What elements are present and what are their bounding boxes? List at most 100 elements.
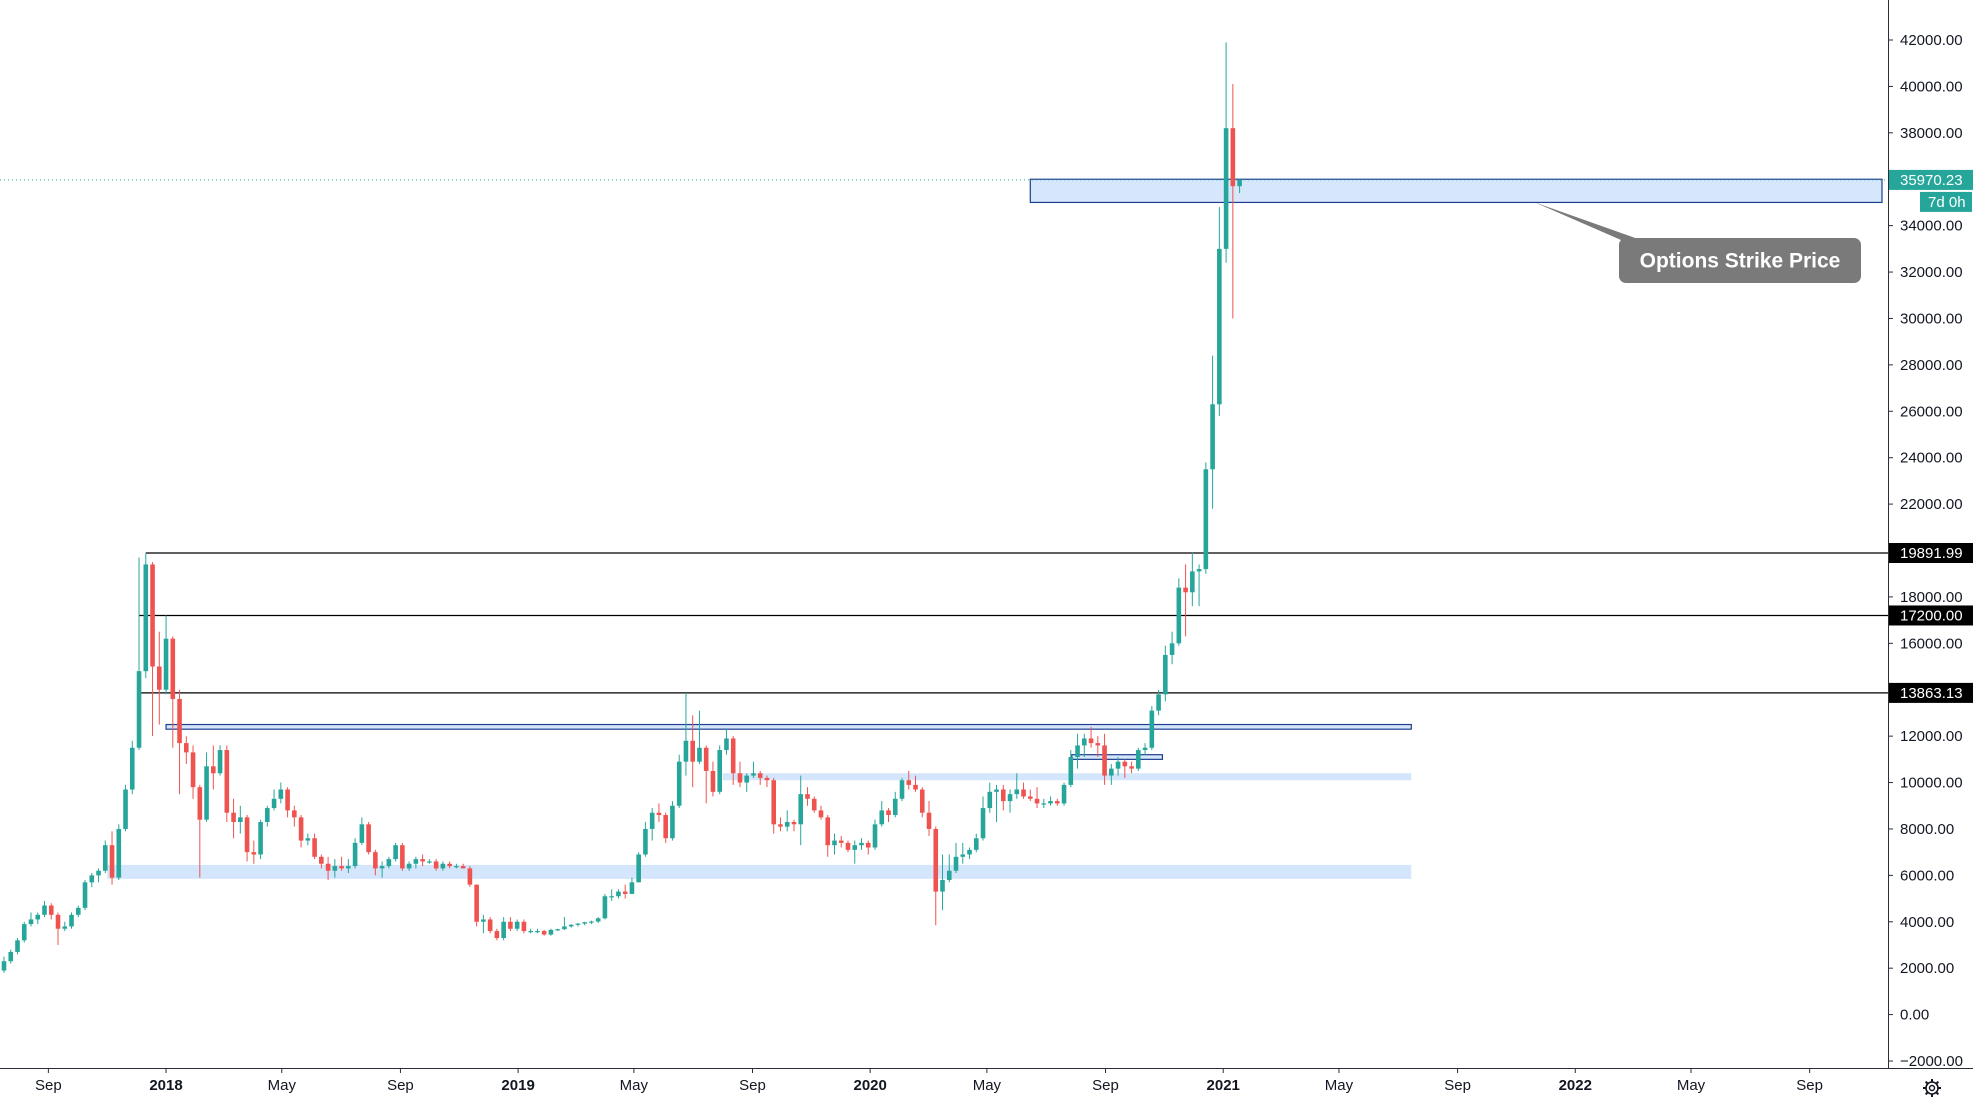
candle-up[interactable] [892,791,898,818]
candle-up[interactable] [8,949,14,964]
candle-down[interactable] [1230,84,1236,319]
candle-up[interactable] [535,928,540,934]
candle-up[interactable] [82,880,88,911]
candle-up[interactable] [751,761,756,778]
candle-up[interactable] [116,824,122,881]
candle-up[interactable] [406,861,412,871]
candle-up[interactable] [683,692,689,776]
candle-up[interactable] [562,917,567,930]
candle-down[interactable] [703,745,709,804]
candle-up[interactable] [136,557,142,751]
candle-down[interactable] [494,928,500,941]
candle-up[interactable] [528,928,533,934]
price-zone[interactable] [165,723,1412,730]
candle-up[interactable] [1156,689,1161,716]
candle-up[interactable] [744,773,750,792]
candle-up[interactable] [717,745,723,795]
candle-down[interactable] [791,819,797,832]
candle-up[interactable] [440,861,446,871]
candle-up[interactable] [1061,782,1067,806]
candle-up[interactable] [1237,179,1242,194]
candle-down[interactable] [55,912,61,945]
candle-up[interactable] [859,838,864,850]
candle-down[interactable] [325,856,331,881]
time-axis[interactable]: Sep 2018 May Sep 2019 May Sep 2020 May Sep 2021 May… [0,1068,1973,1094]
candle-down[interactable] [211,745,216,790]
candle-up[interactable] [994,784,999,822]
candle-down[interactable] [447,861,452,869]
candle-up[interactable] [1149,705,1155,751]
candle-down[interactable] [845,840,851,853]
candle-down[interactable] [656,803,662,822]
candle-up[interactable] [1082,733,1087,758]
candle-down[interactable] [730,736,736,785]
candle-down[interactable] [48,903,54,920]
candle-down[interactable] [913,775,918,792]
candle-up[interactable] [501,917,506,941]
candle-down[interactable] [690,715,695,788]
candle-down[interactable] [838,835,844,848]
candle-up[interactable] [575,922,581,927]
candle-up[interactable] [1210,355,1215,509]
candle-down[interactable] [805,787,810,806]
candle-up[interactable] [332,859,338,878]
candle-up[interactable] [28,912,34,927]
candle-up[interactable] [643,821,648,857]
candle-down[interactable] [177,689,182,795]
candle-up[interactable] [852,840,858,864]
candle-down[interactable] [420,854,425,867]
candle-up[interactable] [1109,763,1114,785]
candle-down[interactable] [292,805,297,827]
candle-up[interactable] [393,842,398,862]
candle-up[interactable] [427,859,432,864]
callout-box[interactable] [1619,238,1861,283]
candle-down[interactable] [339,856,344,871]
candle-up[interactable] [102,840,108,874]
candle-up[interactable] [217,745,223,776]
candle-down[interactable] [319,854,324,869]
candle-up[interactable] [548,928,554,936]
candle-up[interactable] [379,861,385,878]
candle-up[interactable] [987,782,993,813]
candle-up[interactable] [798,775,804,846]
candle-down[interactable] [433,859,439,871]
candle-down[interactable] [1034,787,1040,809]
price-zone[interactable] [107,864,1412,879]
candle-up[interactable] [724,729,729,755]
candle-up[interactable] [582,921,587,926]
candle-up[interactable] [238,805,243,834]
candle-up[interactable] [670,801,675,841]
candle-up[interactable] [1203,462,1209,574]
candle-down[interactable] [1129,761,1134,774]
candle-down[interactable] [737,761,743,788]
candle-down[interactable] [1000,784,1006,811]
candle-down[interactable] [811,796,817,813]
candle-down[interactable] [366,821,371,855]
candle-up[interactable] [1136,747,1141,771]
candle-down[interactable] [757,770,763,785]
candle-down[interactable] [508,917,513,932]
candle-up[interactable] [413,856,419,869]
candle-up[interactable] [454,863,459,869]
candle-down[interactable] [778,817,783,832]
candle-down[interactable] [109,831,115,885]
candle-up[interactable] [514,919,520,932]
candle-down[interactable] [197,784,203,878]
candle-up[interactable] [1075,733,1080,769]
candle-up[interactable] [271,789,277,811]
candle-up[interactable] [1169,631,1175,665]
candle-down[interactable] [919,787,925,818]
candle-down[interactable] [1027,789,1033,802]
candle-down[interactable] [150,562,155,737]
candle-up[interactable] [15,938,20,955]
candle-up[interactable] [1196,564,1202,607]
candle-down[interactable] [373,849,378,876]
candle-down[interactable] [190,745,196,799]
candle-up[interactable] [629,877,635,894]
candle-up[interactable] [481,914,486,934]
candle-down[interactable] [467,866,473,887]
candle-up[interactable] [265,805,270,827]
candle-down[interactable] [1055,798,1060,806]
candle-up[interactable] [278,782,284,804]
candle-down[interactable] [285,787,290,818]
